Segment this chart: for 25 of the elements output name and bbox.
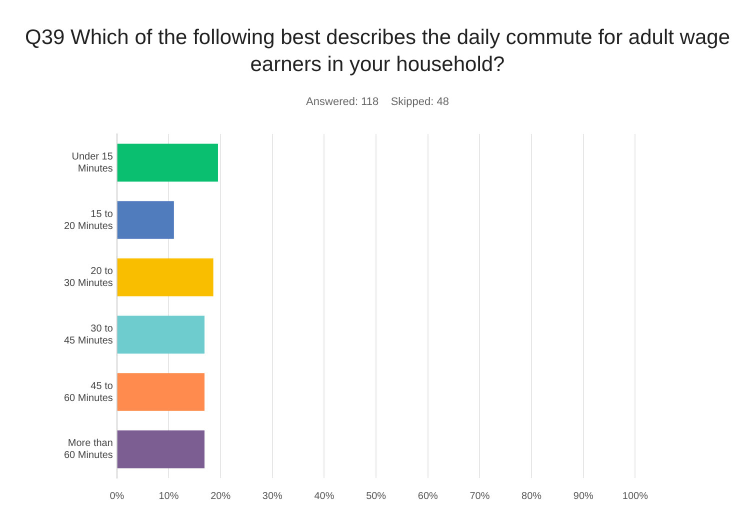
x-tick-label: 20% (210, 490, 231, 502)
bar (117, 316, 205, 354)
y-tick-label: 20 to 30 Minutes (64, 266, 114, 290)
bar (117, 258, 214, 296)
y-tick-label: 30 to 45 Minutes (64, 323, 114, 346)
bar (117, 201, 174, 239)
y-tick-label: 15 to 20 Minutes (64, 208, 114, 232)
y-tick-label: More than 60 Minutes (64, 438, 113, 462)
x-tick-label: 10% (158, 490, 179, 502)
bar (117, 144, 218, 182)
y-tick-label: Under 15 Minutes (72, 151, 114, 174)
chart-title: Q39 Which of the following best describes the daily commute for adult wage earners in your household? (24, 25, 732, 78)
x-tick-label: 50% (366, 490, 386, 502)
x-tick-label: 80% (522, 490, 542, 502)
x-tick-label: 40% (314, 490, 334, 502)
x-tick-label: 30% (262, 490, 283, 502)
x-tick-label: 100% (622, 490, 648, 502)
x-tick-label: 90% (573, 490, 594, 502)
x-tick-label: 70% (470, 490, 490, 502)
y-tick-label: 45 to 60 Minutes (64, 380, 114, 404)
x-tick-label: 0% (110, 490, 124, 502)
chart-subtitle: Answered: 118 Skipped: 48 (305, 96, 450, 108)
bar (117, 373, 205, 411)
x-tick-label: 60% (418, 490, 438, 502)
bar (117, 430, 205, 468)
